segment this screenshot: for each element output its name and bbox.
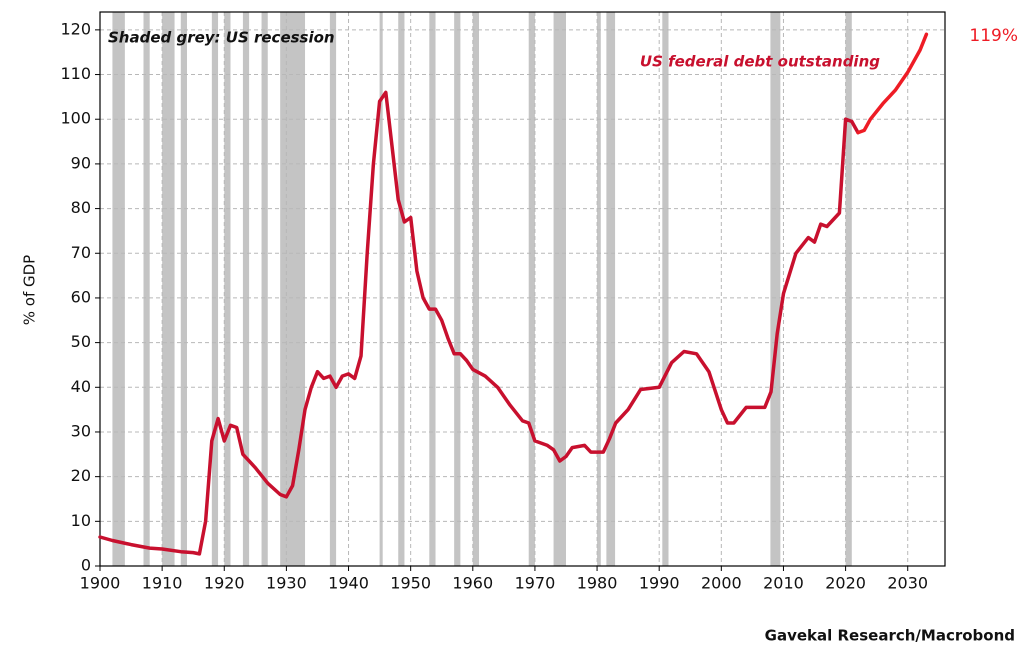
y-tick-label: 50	[71, 332, 91, 351]
recession-band	[398, 12, 405, 566]
recession-band	[429, 12, 436, 566]
source: Gavekal Research/Macrobond	[765, 627, 1015, 645]
x-tick-label: 1920	[204, 574, 245, 593]
recession-band	[329, 12, 337, 566]
recession-band	[143, 12, 150, 566]
y-tick-label: 20	[71, 466, 91, 485]
x-tick-label: 1940	[328, 574, 369, 593]
recession-band	[224, 12, 231, 566]
y-axis-label: % of GDP	[21, 255, 39, 325]
recession-band	[112, 12, 125, 566]
recession-band	[553, 12, 566, 566]
recession-band	[606, 12, 616, 566]
x-tick-label: 1900	[80, 574, 121, 593]
y-tick-label: 80	[71, 198, 91, 217]
recession-band	[597, 12, 601, 566]
end-label: 119%	[969, 26, 1018, 46]
y-tick-label: 100	[60, 109, 91, 128]
recession-band	[261, 12, 268, 566]
x-tick-label: 2030	[887, 574, 928, 593]
recession-band	[454, 12, 461, 566]
debt-line	[98, 90, 860, 556]
y-tick-label: 0	[81, 556, 91, 575]
recession-band	[528, 12, 535, 566]
recession-band	[662, 12, 669, 566]
x-tick-label: 1980	[577, 574, 618, 593]
y-tick-label: 40	[71, 377, 91, 396]
recession-band	[211, 12, 219, 566]
recession-note: Shaded grey: US recession	[108, 29, 335, 47]
x-tick-label: 1960	[452, 574, 493, 593]
y-tick-label: 120	[60, 19, 91, 38]
recession-band	[472, 12, 480, 566]
series-note: US federal debt outstanding	[640, 53, 880, 71]
x-tick-label: 1930	[266, 574, 307, 593]
recession-band	[180, 12, 187, 566]
recession-band	[770, 12, 781, 566]
y-tick-label: 30	[71, 421, 91, 440]
y-tick-label: 70	[71, 243, 91, 262]
recession-band	[280, 12, 306, 566]
recession-band	[162, 12, 175, 566]
x-tick-label: 2000	[701, 574, 742, 593]
debt-line	[856, 32, 929, 135]
y-tick-label: 90	[71, 153, 91, 172]
recession-band	[379, 12, 383, 566]
y-tick-label: 60	[71, 287, 91, 306]
plot-frame	[99, 11, 946, 567]
y-tick-label: 110	[60, 64, 91, 83]
x-tick-label: 1910	[142, 574, 183, 593]
recession-band	[845, 12, 852, 566]
x-tick-label: 1990	[639, 574, 680, 593]
x-tick-label: 2020	[825, 574, 866, 593]
x-tick-label: 1970	[515, 574, 556, 593]
y-tick-label: 10	[71, 511, 91, 530]
x-tick-label: 1950	[390, 574, 431, 593]
recession-band	[242, 12, 250, 566]
x-tick-label: 2010	[763, 574, 804, 593]
